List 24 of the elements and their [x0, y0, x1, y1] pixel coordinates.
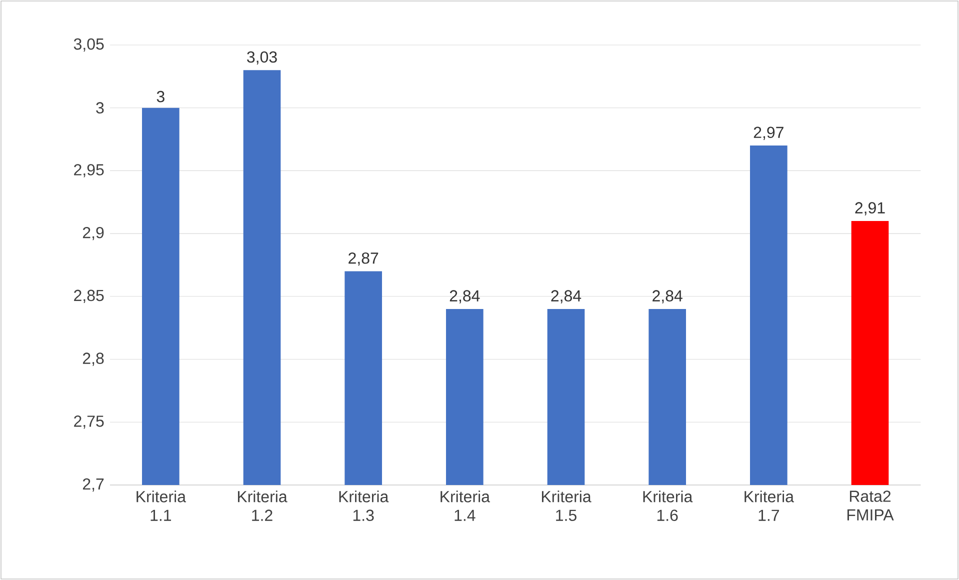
x-tick-label: Kriteria 1.1 — [136, 490, 186, 521]
x-tick-label: Kriteria 1.2 — [238, 490, 288, 521]
y-tick-label: 2,8 — [82, 352, 104, 366]
data-label: 2,97 — [754, 126, 784, 140]
data-label: 2,84 — [551, 290, 582, 304]
y-tick-label: 3 — [96, 102, 104, 114]
data-label: 2,91 — [855, 202, 885, 216]
data-label: 3,03 — [247, 51, 277, 65]
y-tick-label: 3,05 — [74, 38, 104, 52]
x-tick-label: Rata2 FMIPA — [847, 490, 894, 520]
y-tick-label: 2,85 — [74, 290, 104, 304]
x-tick-label: Kriteria 1.6 — [643, 490, 693, 521]
x-tick-label: Kriteria 1.3 — [339, 490, 389, 521]
y-tick-label: 2,7 — [82, 478, 104, 492]
data-label: 3 — [156, 90, 164, 102]
y-tick-label: 2,75 — [74, 416, 104, 429]
data-label: 2,84 — [652, 290, 682, 304]
data-label: 2,84 — [450, 290, 480, 304]
x-tick-label: Kriteria 1.7 — [744, 490, 794, 521]
x-tick-label: Kriteria 1.5 — [542, 490, 592, 521]
data-label: 2,87 — [348, 252, 378, 266]
y-tick-label: 2,95 — [74, 164, 104, 178]
x-tick-label: Kriteria 1.4 — [440, 490, 490, 521]
y-tick-label: 2,9 — [82, 226, 104, 240]
